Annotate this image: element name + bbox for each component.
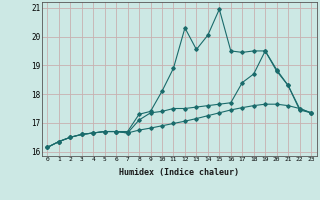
X-axis label: Humidex (Indice chaleur): Humidex (Indice chaleur) — [119, 168, 239, 177]
